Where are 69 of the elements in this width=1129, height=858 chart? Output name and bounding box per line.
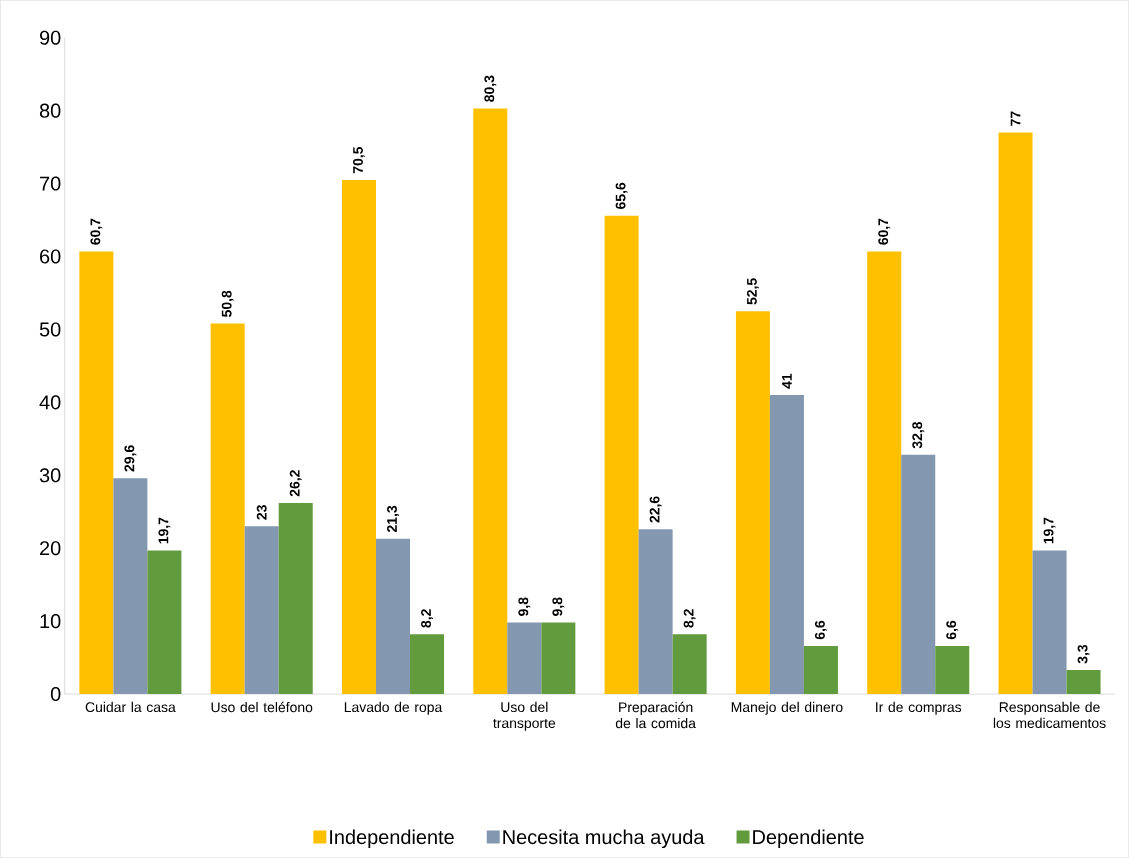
bar bbox=[604, 215, 639, 695]
x-tick-label: Manejo del dinero bbox=[731, 701, 843, 715]
bar bbox=[769, 395, 804, 695]
bar bbox=[507, 622, 542, 695]
y-tick-label: 40 bbox=[39, 395, 61, 410]
data-label: 77 bbox=[1010, 111, 1021, 126]
bar bbox=[113, 478, 148, 695]
data-label: 19,7 bbox=[158, 517, 171, 544]
data-label: 70,5 bbox=[353, 147, 365, 174]
data-label: 26,2 bbox=[289, 470, 302, 497]
bar bbox=[473, 108, 508, 695]
bar bbox=[672, 634, 707, 695]
bar bbox=[998, 132, 1033, 695]
y-tick-label: 50 bbox=[39, 322, 61, 337]
data-label: 19,7 bbox=[1043, 517, 1056, 544]
data-label: 41 bbox=[782, 373, 792, 389]
x-tick-label: Uso del transporte bbox=[493, 701, 556, 731]
data-label: 6,6 bbox=[814, 620, 827, 640]
y-tick-label: 30 bbox=[39, 468, 61, 483]
data-label: 60,7 bbox=[878, 218, 891, 245]
data-label: 52,5 bbox=[746, 278, 759, 305]
data-label: 8,2 bbox=[421, 609, 433, 628]
y-tick-label: 10 bbox=[40, 614, 61, 629]
data-label: 60,7 bbox=[90, 218, 103, 245]
bar bbox=[278, 503, 313, 695]
x-tick-label: Lavado de ropa bbox=[344, 701, 443, 715]
bar bbox=[1032, 550, 1067, 695]
data-label: 65,6 bbox=[615, 182, 628, 210]
y-tick-label: 80 bbox=[39, 103, 61, 118]
legend-label: Independiente bbox=[330, 829, 454, 849]
y-tick-label: 60 bbox=[40, 249, 61, 264]
bar bbox=[376, 538, 411, 695]
bar bbox=[901, 454, 936, 695]
data-label: 3,3 bbox=[1077, 644, 1090, 664]
x-tick-label: Cuidar la casa bbox=[85, 701, 176, 713]
bar bbox=[79, 251, 114, 695]
legend-label: Dependiente bbox=[753, 829, 864, 849]
data-label: 22,6 bbox=[649, 496, 662, 523]
bar bbox=[1066, 670, 1101, 695]
bar bbox=[867, 251, 902, 695]
y-tick-label: 70 bbox=[40, 176, 61, 191]
legend-label: Necesita mucha ayuda bbox=[503, 829, 705, 849]
bar bbox=[410, 634, 445, 695]
bar bbox=[210, 323, 245, 695]
data-label: 32,8 bbox=[912, 422, 925, 449]
bar bbox=[935, 646, 970, 695]
x-tick-label: Responsable de los medicamentos bbox=[993, 701, 1106, 729]
data-label: 23 bbox=[256, 505, 267, 520]
data-label: 9,8 bbox=[552, 597, 565, 616]
bar bbox=[147, 550, 182, 695]
x-tick-label: Ir de compras bbox=[876, 701, 962, 715]
bar bbox=[638, 529, 673, 695]
data-label: 29,6 bbox=[124, 445, 137, 472]
data-label: 6,6 bbox=[946, 620, 959, 640]
bar bbox=[803, 646, 838, 695]
data-label: 21,3 bbox=[387, 505, 399, 533]
data-label: 80,3 bbox=[484, 75, 497, 102]
bar bbox=[735, 311, 770, 695]
x-tick-label: Uso del teléfono bbox=[211, 701, 313, 713]
bar bbox=[341, 180, 376, 695]
y-tick-label: 20 bbox=[40, 541, 61, 556]
data-label: 50,8 bbox=[221, 290, 234, 318]
data-label: 8,2 bbox=[683, 609, 696, 628]
y-tick-label: 90 bbox=[39, 30, 61, 45]
bar bbox=[244, 526, 279, 695]
y-tick-label: 0 bbox=[50, 687, 61, 702]
bar bbox=[541, 622, 576, 695]
x-tick-label: Preparación de la comida bbox=[615, 701, 696, 729]
data-label: 9,8 bbox=[518, 597, 531, 616]
